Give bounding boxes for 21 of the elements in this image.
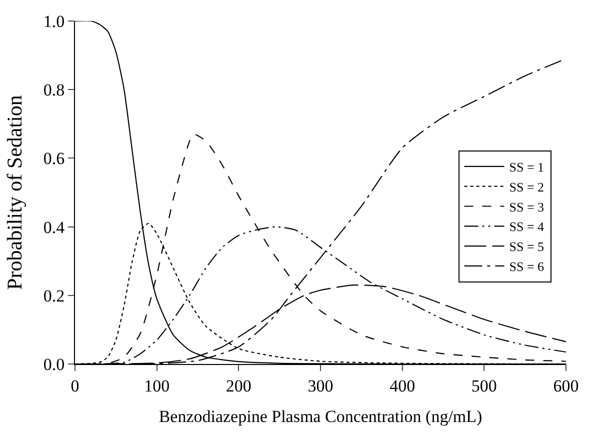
y-axis-title: Probability of Sedation (2, 94, 26, 290)
legend-label: SS = 3 (509, 199, 544, 214)
x-tick-label: 600 (553, 376, 579, 396)
legend-label: SS = 2 (509, 179, 544, 194)
legend-label: SS = 4 (509, 219, 545, 234)
y-tick-label: 1.0 (43, 12, 65, 31)
legend-label: SS = 6 (509, 259, 545, 274)
y-tick-label: 0.4 (43, 218, 66, 237)
x-axis-title: Benzodiazepine Plasma Concentration (ng/mL) (158, 406, 482, 426)
x-tick-label: 400 (390, 376, 416, 396)
y-tick-label: 0.2 (43, 286, 65, 306)
y-tick-label: 0.0 (43, 354, 65, 374)
y-tick-label: 0.8 (43, 80, 65, 100)
y-tick-label: 0.6 (43, 149, 65, 168)
x-tick-label: 0 (70, 376, 80, 396)
x-tick-label: 200 (226, 376, 252, 396)
legend-label: SS = 1 (509, 160, 544, 175)
x-tick-label: 300 (308, 376, 334, 396)
x-tick-label: 500 (471, 376, 497, 396)
legend-label: SS = 5 (509, 239, 544, 254)
x-tick-label: 100 (144, 376, 170, 396)
